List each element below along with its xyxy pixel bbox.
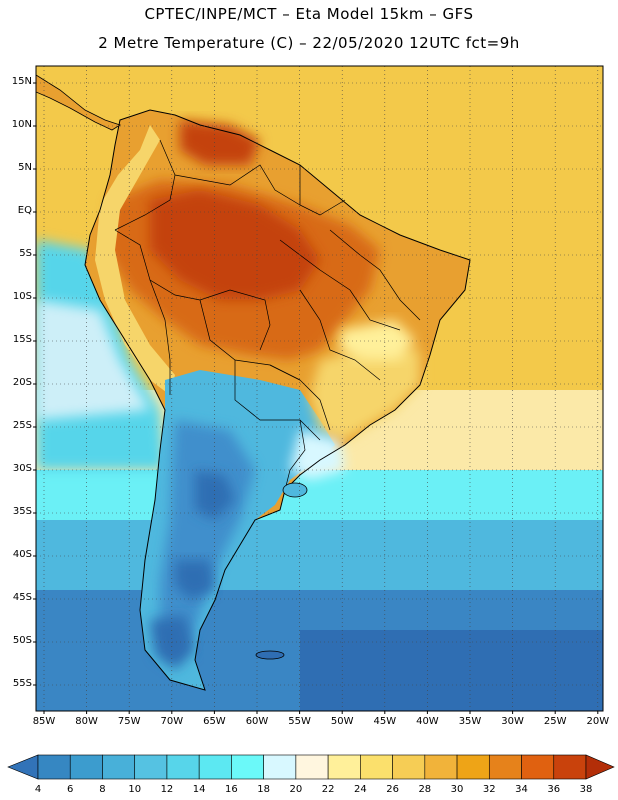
colorbar-high-arrow bbox=[585, 754, 615, 780]
colorbar-box bbox=[69, 754, 103, 780]
brazil-highland-mild bbox=[340, 320, 415, 360]
colorbar-box bbox=[295, 754, 329, 780]
colorbar-label: 34 bbox=[515, 784, 528, 795]
longitude-label: 20W bbox=[586, 716, 610, 727]
latitude-label: 10S bbox=[12, 291, 32, 302]
longitude-label: 60W bbox=[245, 716, 269, 727]
longitude-label: 65W bbox=[203, 716, 226, 727]
latitude-label: 30S bbox=[12, 463, 32, 474]
cold-pocket-2 bbox=[175, 560, 215, 600]
lagoon bbox=[282, 482, 308, 498]
graticule bbox=[36, 66, 603, 711]
colorbar-label: 6 bbox=[67, 784, 74, 795]
colorbar-label: 10 bbox=[128, 784, 142, 795]
map-title-line-2: 2 Metre Temperature (C) – 22/05/2020 12U… bbox=[98, 34, 520, 52]
colorbar-box bbox=[134, 754, 168, 780]
colorbar-box bbox=[424, 754, 458, 780]
latitude-label: 10N bbox=[11, 119, 32, 130]
latitude-label: EQ bbox=[17, 205, 32, 216]
country-borders bbox=[114, 139, 421, 491]
colorbar-label: 12 bbox=[160, 784, 174, 795]
colorbar-label: 32 bbox=[482, 784, 496, 795]
longitude-label: 55W bbox=[288, 716, 311, 727]
longitude-label: 35W bbox=[458, 716, 482, 727]
temperature-field bbox=[36, 66, 603, 711]
longitude-label: 30W bbox=[501, 716, 524, 727]
ocean-coldest-band bbox=[300, 630, 603, 711]
falklands bbox=[255, 650, 285, 660]
patagonia-cold bbox=[160, 420, 255, 660]
colorbar-label: 18 bbox=[257, 784, 270, 795]
cold-pocket-3 bbox=[150, 615, 195, 670]
colorbar-label: 8 bbox=[99, 784, 106, 795]
colorbar-label: 20 bbox=[289, 784, 303, 795]
colorbar-box bbox=[392, 754, 426, 780]
colorbar-box bbox=[456, 754, 490, 780]
colorbar-box bbox=[198, 754, 232, 780]
colorbar-label: 26 bbox=[386, 784, 399, 795]
colorbar-box bbox=[166, 754, 200, 780]
colorbar-box bbox=[102, 754, 136, 780]
longitude-label: 80W bbox=[75, 716, 98, 727]
colorbar bbox=[7, 754, 615, 780]
latitude-label: 35S bbox=[12, 506, 32, 517]
central-america bbox=[36, 74, 121, 131]
map-frame bbox=[35, 65, 604, 712]
colorbar-label: 36 bbox=[547, 784, 561, 795]
colorbar-box bbox=[488, 754, 522, 780]
latitude-label: 50S bbox=[12, 635, 32, 646]
venezuela-hot-core bbox=[180, 120, 260, 165]
latitude-label: 15S bbox=[12, 334, 32, 345]
colorbar-box bbox=[553, 754, 587, 780]
ocean-cooler-band bbox=[36, 520, 603, 600]
latitude-label: 15N bbox=[11, 76, 32, 87]
colorbar-box bbox=[37, 754, 71, 780]
colorbar-label: 4 bbox=[34, 784, 42, 795]
axis-ticks bbox=[33, 82, 599, 714]
andes-warm-strip bbox=[95, 125, 175, 395]
latitude-label: 20S bbox=[12, 377, 32, 388]
coastline bbox=[84, 109, 471, 691]
colorbar-label: 22 bbox=[321, 784, 335, 795]
colorbar-box bbox=[521, 754, 555, 780]
latitude-label: 25S bbox=[12, 420, 32, 431]
colorbar-label: 38 bbox=[579, 784, 593, 795]
colorbar-box bbox=[231, 754, 264, 780]
very-hot-core bbox=[150, 190, 320, 300]
colorbar-box bbox=[327, 754, 361, 780]
longitude-label: 70W bbox=[160, 716, 184, 727]
colorbar-label: 28 bbox=[418, 784, 432, 795]
latitude-label: 45S bbox=[12, 592, 32, 603]
latitude-label: 5N bbox=[18, 162, 32, 173]
colorbar-label: 30 bbox=[450, 784, 464, 795]
brazil-se-warm bbox=[310, 345, 420, 440]
colorbar-label: 24 bbox=[353, 784, 367, 795]
longitude-label: 40W bbox=[416, 716, 439, 727]
cold-pocket-1 bbox=[195, 470, 235, 520]
colorbar-box bbox=[360, 754, 393, 780]
longitude-label: 85W bbox=[32, 716, 56, 727]
colorbar-label: 14 bbox=[192, 784, 206, 795]
map-title-line-1: CPTEC/INPE/MCT – Eta Model 15km – GFS bbox=[144, 5, 474, 23]
longitude-label: 75W bbox=[117, 716, 141, 727]
longitude-label: 45W bbox=[373, 716, 397, 727]
pacific-mild-zone bbox=[36, 300, 150, 420]
longitude-label: 25W bbox=[543, 716, 567, 727]
colorbar-low-arrow bbox=[7, 754, 39, 780]
latitude-label: 5S bbox=[19, 248, 32, 259]
latitude-label: 40S bbox=[12, 549, 32, 560]
colorbar-box bbox=[263, 754, 297, 780]
longitude-label: 50W bbox=[330, 716, 354, 727]
latitude-label: 55S bbox=[12, 678, 32, 689]
colorbar-label: 16 bbox=[225, 784, 238, 795]
